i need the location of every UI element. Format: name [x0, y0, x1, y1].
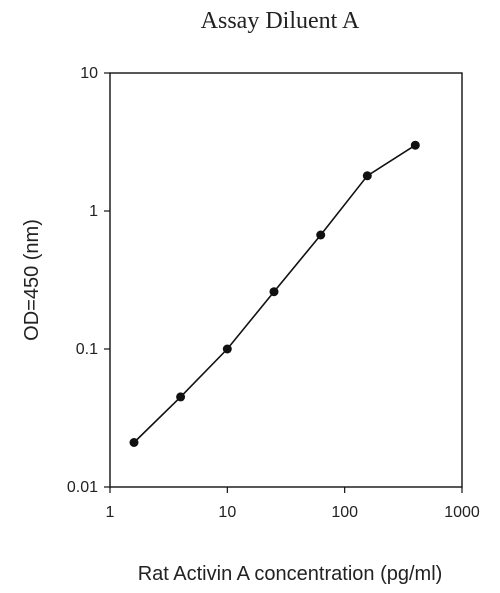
- data-point: [222, 344, 232, 354]
- x-tick-label: 10: [218, 504, 236, 521]
- data-series: [129, 140, 420, 447]
- data-point: [316, 230, 326, 240]
- y-axis-ticks: 0.01 0.1 1 10: [67, 65, 110, 496]
- y-tick-label: 0.01: [67, 479, 98, 496]
- x-tick-label: 100: [331, 504, 358, 521]
- chart-title: Assay Diluent A: [201, 8, 360, 34]
- x-tick-label: 1000: [444, 504, 480, 521]
- y-tick-label: 10: [80, 65, 98, 82]
- y-axis-label: OD=450 (nm): [21, 219, 43, 341]
- x-axis-ticks: 1 10 100 1000: [106, 487, 480, 521]
- data-point: [410, 140, 420, 150]
- data-point: [176, 392, 186, 402]
- x-tick-label: 1: [106, 504, 115, 521]
- data-point: [269, 287, 279, 297]
- data-point: [129, 438, 139, 447]
- x-axis-label: Rat Activin A concentration (pg/ml): [138, 563, 443, 585]
- plot-frame: [109, 72, 463, 488]
- y-tick-label: 0.1: [76, 341, 98, 358]
- data-point: [362, 171, 372, 181]
- y-tick-label: 1: [89, 203, 98, 220]
